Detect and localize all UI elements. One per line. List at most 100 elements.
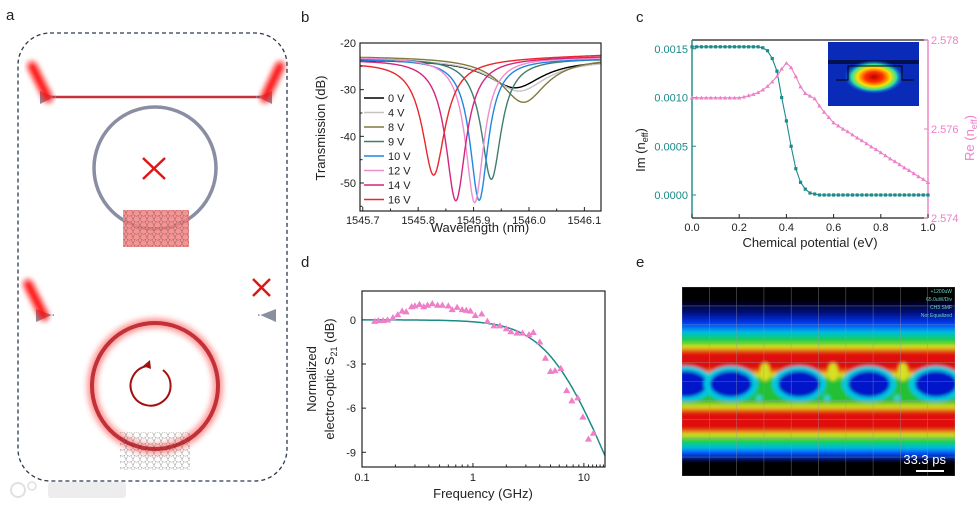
data-point-re [916, 174, 921, 179]
data-point-re [803, 91, 808, 95]
panel-d-s21-chart: d Normalized electro-optic S21 (dB) Freq… [301, 254, 606, 501]
data-point-re [694, 95, 699, 100]
data-point-measured [563, 386, 571, 394]
data-point-measured [525, 330, 533, 338]
light-output-glow [260, 61, 285, 103]
eye-opening [848, 371, 890, 397]
data-point-im [813, 192, 817, 196]
data-point-measured [438, 301, 446, 308]
bus-waveguide-bottom [23, 279, 276, 322]
eye-crossing-dot [755, 394, 763, 402]
eye-opening [915, 371, 955, 397]
data-point-measured [402, 308, 410, 315]
x-tick-label: 0.6 [826, 222, 841, 234]
data-point-measured [383, 316, 392, 323]
data-point-re [770, 79, 775, 84]
data-point-measured [471, 311, 479, 319]
data-point-im [865, 193, 869, 197]
y-right-tick-label: 2.576 [931, 124, 959, 136]
data-point-im [869, 193, 873, 197]
data-point-im [832, 193, 836, 197]
y-left-tick-label: 0.0015 [654, 44, 688, 56]
data-point-measured [557, 364, 565, 372]
data-point-im [874, 193, 878, 197]
dashed-frame [17, 32, 288, 482]
eye-crossing [760, 363, 770, 381]
data-point-re [812, 96, 817, 101]
data-point-measured [444, 302, 452, 309]
scope-readout: +1200uW 65.0uW/Div CH3 SMF Not Equalized [921, 289, 953, 319]
y-tick-label: -6 [346, 403, 356, 415]
x-tick-label: 0.1 [354, 472, 369, 484]
legend-label: 14 V [388, 180, 411, 192]
data-point-im [822, 193, 826, 197]
data-point-re [869, 144, 874, 149]
plot-frame [359, 42, 602, 212]
light-input-glow [23, 279, 49, 321]
data-point-im [780, 95, 784, 100]
y-tick-label: -3 [346, 359, 356, 371]
data-point-re [703, 95, 709, 100]
inset-waveguide-outline [836, 65, 914, 81]
data-point-measured [415, 300, 424, 307]
y-tick-label: -30 [340, 85, 356, 97]
readout-line: +1200uW [930, 289, 952, 295]
data-point-re [859, 138, 865, 143]
legend-label: 9 V [388, 137, 405, 149]
data-point-im [926, 193, 930, 197]
x-tick-label: 1546.1 [568, 215, 602, 227]
data-point-im [728, 45, 732, 49]
x-tick-label: 0.4 [779, 222, 794, 234]
data-point-re [850, 132, 855, 137]
x-tick-label: 0.2 [732, 222, 747, 234]
data-point-im [907, 193, 911, 197]
data-point-re [883, 153, 888, 158]
data-point-measured [428, 300, 436, 307]
data-point-measured [496, 322, 504, 329]
data-point-measured [536, 338, 544, 345]
data-point-im [794, 167, 798, 171]
data-point-re [760, 87, 765, 92]
data-point-measured [541, 354, 550, 361]
eye-crossing [898, 363, 908, 381]
data-point-im [789, 144, 793, 148]
y-axis-label-line2: electro-optic S21 (dB) [322, 318, 339, 439]
data-point-re [708, 95, 714, 100]
data-point-measured [518, 329, 527, 336]
x-axis-label: Wavelength (nm) [431, 220, 530, 235]
data-point-measured [574, 394, 582, 401]
y-left-tick-label: 0.0005 [654, 141, 688, 153]
data-point-im [775, 69, 779, 73]
data-point-re [831, 120, 836, 125]
scale-bar-label: 33.3 ps [903, 452, 946, 467]
data-point-measured [394, 311, 402, 318]
data-point-re [864, 141, 869, 146]
data-point-im [742, 45, 746, 49]
data-point-im [902, 193, 906, 197]
x-axis-label: Chemical potential (eV) [742, 235, 877, 250]
data-point-re [751, 92, 756, 96]
panel-c-neff-chart: c Im (neff) Re (neff) Chemical potential… [633, 9, 979, 250]
x-tick-label: 1.0 [920, 222, 935, 234]
x-tick-label: 1545.9 [457, 215, 491, 227]
data-point-im [770, 56, 774, 61]
y-axis-label: Transmission (dB) [313, 76, 328, 181]
data-point-im [704, 45, 708, 49]
data-point-im [690, 45, 694, 49]
data-point-im [709, 45, 713, 49]
data-point-re [689, 95, 695, 100]
x-tick-label: 0.8 [873, 222, 888, 234]
series-line-16v [360, 54, 601, 176]
data-point-im [888, 193, 892, 197]
data-point-re [718, 95, 723, 100]
panel-b-transmission-chart: b Transmission (dB) Wavelength (nm) 1545… [301, 9, 602, 235]
graphene-lattice [120, 432, 190, 470]
x-tick-label: 10 [578, 472, 590, 484]
x-tick-label: 1546.0 [512, 215, 546, 227]
data-point-measured [589, 429, 598, 436]
y-tick-label: -20 [340, 38, 356, 50]
panel-label-d: d [301, 254, 309, 271]
data-point-im [803, 187, 807, 191]
data-point-im [893, 193, 897, 197]
